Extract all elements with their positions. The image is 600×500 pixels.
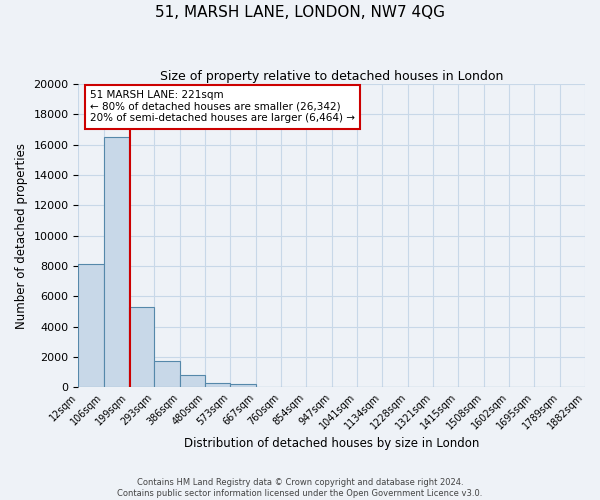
Bar [205, 383, 230, 388]
Bar [129, 307, 154, 388]
Y-axis label: Number of detached properties: Number of detached properties [15, 143, 28, 329]
Text: 51 MARSH LANE: 221sqm
← 80% of detached houses are smaller (26,342)
20% of semi-: 51 MARSH LANE: 221sqm ← 80% of detached … [90, 90, 355, 124]
Text: Contains HM Land Registry data © Crown copyright and database right 2024.
Contai: Contains HM Land Registry data © Crown c… [118, 478, 482, 498]
X-axis label: Distribution of detached houses by size in London: Distribution of detached houses by size … [184, 437, 479, 450]
Bar [79, 264, 104, 388]
Bar [230, 384, 256, 388]
Title: Size of property relative to detached houses in London: Size of property relative to detached ho… [160, 70, 503, 83]
Bar [180, 375, 205, 388]
Bar [104, 137, 129, 388]
Text: 51, MARSH LANE, LONDON, NW7 4QG: 51, MARSH LANE, LONDON, NW7 4QG [155, 5, 445, 20]
Bar [154, 361, 180, 388]
